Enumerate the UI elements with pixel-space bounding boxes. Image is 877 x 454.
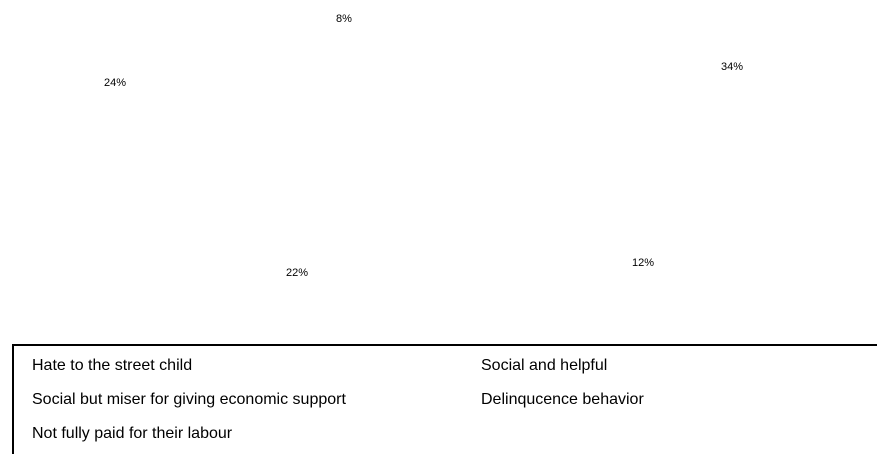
- legend-item-delinquence-behavior: Delinqucence behavior: [481, 391, 644, 408]
- chart-legend: Hate to the street child Social and help…: [12, 344, 877, 454]
- legend-item-social-but-miser: Social but miser for giving economic sup…: [32, 391, 346, 408]
- legend-item-not-fully-paid: Not fully paid for their labour: [32, 425, 233, 442]
- legend-item-social-and-helpful: Social and helpful: [481, 357, 608, 374]
- pie-data-label-3: 22%: [286, 267, 309, 279]
- pie-data-label-0: 8%: [336, 13, 352, 25]
- legend-item-hate-to-street-child: Hate to the street child: [32, 357, 193, 374]
- pie-chart-area: 8% 34% 12% 22% 24%: [104, 13, 744, 279]
- pie-data-label-2: 12%: [632, 257, 655, 269]
- pie-data-label-1: 34%: [721, 61, 744, 73]
- pie-data-label-4: 24%: [104, 77, 127, 89]
